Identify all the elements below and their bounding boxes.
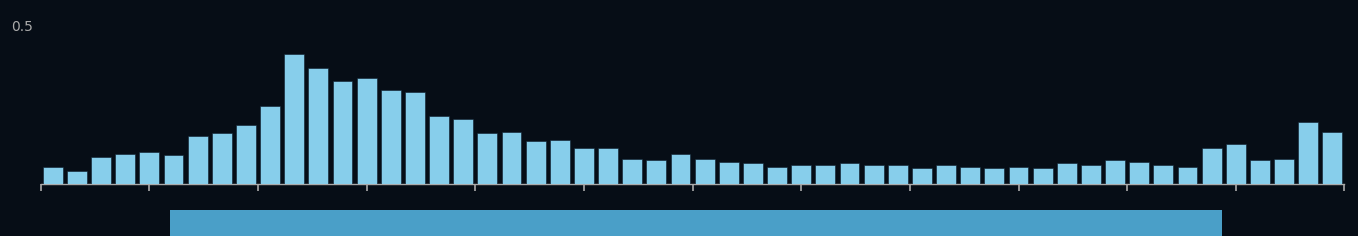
Bar [985,168,1005,184]
Bar [212,133,232,184]
Bar [1274,159,1294,184]
Bar [815,165,835,184]
Bar [380,90,401,184]
Bar [478,133,497,184]
Bar [913,168,932,184]
Bar [1323,132,1342,184]
Bar [1226,144,1245,184]
Bar [574,148,593,184]
Bar [501,132,521,184]
Bar [187,136,208,184]
Bar [695,159,714,184]
Bar [67,171,87,184]
Bar [91,157,111,184]
Bar [792,165,811,184]
Bar [284,54,304,184]
Bar [598,148,618,184]
Bar [839,163,860,184]
Bar [1081,165,1101,184]
Bar [622,159,642,184]
Bar [1249,160,1270,184]
Bar [767,167,788,184]
Bar [864,165,884,184]
Bar [718,162,739,184]
Bar [1032,168,1052,184]
Bar [888,165,907,184]
Bar [1298,122,1319,184]
Bar [936,165,956,184]
Bar [1009,167,1028,184]
Bar [115,154,136,184]
Bar [405,92,425,184]
Bar [550,140,570,184]
Bar [960,167,980,184]
Bar [429,116,449,184]
Bar [1057,163,1077,184]
Bar [261,106,280,184]
Bar [357,78,376,184]
Bar [236,125,255,184]
Bar [140,152,159,184]
Bar [743,163,763,184]
Bar [646,160,667,184]
Bar [163,156,183,184]
Bar [1153,165,1173,184]
Bar [308,68,329,184]
Bar [1177,167,1198,184]
Bar [1130,162,1149,184]
Bar [333,81,353,184]
Bar [671,154,690,184]
Bar [526,141,546,184]
Bar [43,167,62,184]
Bar [1105,160,1124,184]
Bar [1202,148,1222,184]
Bar [454,119,473,184]
